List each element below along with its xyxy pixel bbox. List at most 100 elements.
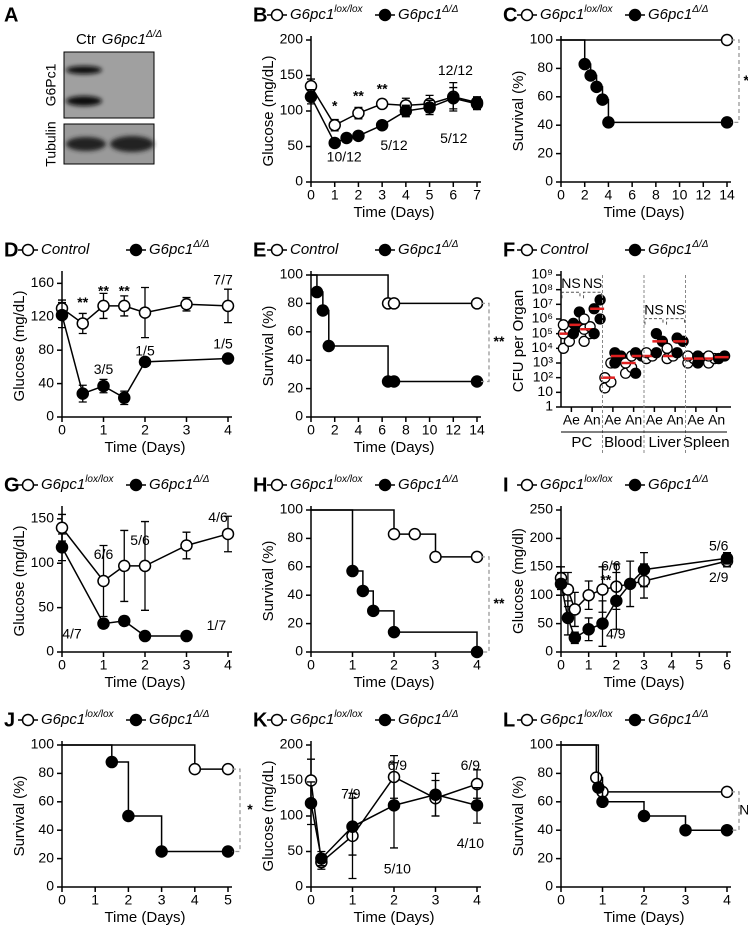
legend-marker (129, 713, 143, 727)
legend-marker (628, 478, 642, 492)
y-tick-label: 100 (31, 736, 55, 752)
y-tick-label: 100 (280, 102, 304, 118)
legend-label: G6pc1Δ/Δ (149, 474, 210, 493)
x-axis-label: Time (Days) (353, 439, 434, 456)
x-tick-label: 0 (307, 892, 315, 908)
y-tick-label: 100 (530, 736, 554, 752)
x-tick-label: 4 (473, 892, 481, 908)
marker (590, 80, 603, 94)
marker (568, 631, 582, 645)
blot-band (66, 96, 102, 106)
ns-bracket (666, 318, 686, 325)
annotation: NS (666, 301, 685, 317)
x-axis-label: Time (Days) (353, 909, 434, 926)
x-tick-label: 14 (469, 422, 485, 438)
y-tick-label: 60 (287, 323, 303, 339)
marker (596, 617, 609, 630)
series-line (311, 509, 478, 652)
dot (594, 294, 606, 306)
marker (470, 375, 484, 388)
legend-sup: Δ/Δ (192, 709, 209, 720)
panel-letter: A (4, 4, 18, 26)
row-label: G6Pc1 (43, 63, 59, 106)
x-tick-label: 3 (682, 892, 690, 908)
y-tick-label: 40 (38, 374, 54, 390)
y-tick-label: 150 (530, 558, 554, 574)
annotation: 3/5 (94, 361, 114, 377)
annotation: 5/6 (709, 538, 729, 554)
ns-bracket (583, 291, 603, 299)
dot (588, 328, 600, 340)
x-tick-label: Ae (646, 412, 663, 428)
x-tick-label: 4 (355, 422, 363, 438)
series-line (61, 527, 229, 583)
annotation: 2/9 (709, 569, 729, 585)
marker (97, 379, 110, 393)
x-tick-label: 0 (307, 422, 315, 438)
significance-bracket (731, 39, 740, 124)
x-tick-label: 8 (402, 422, 410, 438)
panel: L G6pc1lox/lox G6pc1Δ/Δ020406080100Surviva… (503, 709, 748, 926)
x-tick-label: 7 (473, 187, 481, 203)
blot-band (66, 137, 106, 151)
legend-name: G6pc1 (41, 711, 85, 728)
significance-bracket (481, 302, 490, 383)
x-tick-label: 6 (449, 187, 457, 203)
y-tick-label: 150 (280, 66, 304, 82)
legend-name: G6pc1 (149, 241, 193, 258)
panel-letter: E (253, 239, 266, 261)
dot (661, 342, 673, 354)
x-axis-label: Time (Days) (353, 674, 434, 691)
legend-sup: lox/lox (334, 4, 363, 15)
annotation: 5/6 (130, 532, 150, 548)
y-tick-label: 50 (38, 598, 54, 614)
annotation: 6/9 (388, 757, 408, 773)
y-tick-label: 0 (295, 643, 303, 659)
x-tick-label: 2 (612, 657, 620, 673)
x-tick-label: Ae (563, 412, 580, 428)
dot (578, 335, 590, 347)
y-tick-label: 60 (537, 793, 553, 809)
legend-sup: lox/lox (85, 474, 114, 485)
marker (188, 762, 202, 776)
y-axis-label: Survival (%) (260, 541, 277, 622)
x-tick-label: 2 (390, 657, 398, 673)
y-axis-label: Glucose (mg/dL) (11, 291, 28, 402)
y-tick-label: 80 (537, 59, 553, 75)
legend-label: G6pc1lox/lox (290, 4, 364, 23)
annotation: NS (644, 301, 663, 317)
x-axis-label: Time (Days) (603, 909, 684, 926)
legend-name: G6pc1 (149, 711, 193, 728)
x-tick-label: 4 (191, 892, 199, 908)
marker (637, 809, 651, 823)
marker (470, 799, 484, 812)
x-tick-label: 2 (141, 422, 149, 438)
x-axis-label: Time (Days) (603, 204, 684, 221)
blot-band (110, 136, 154, 152)
legend-marker (270, 8, 284, 22)
x-tick-label: 1 (91, 892, 99, 908)
y-tick-label: 40 (287, 351, 303, 367)
legend-name: G6pc1 (398, 476, 442, 493)
legend-sup: lox/lox (584, 474, 613, 485)
marker (138, 306, 152, 319)
marker (578, 57, 591, 71)
marker (180, 629, 193, 643)
legend-label: G6pc1Δ/Δ (648, 474, 709, 493)
significance-bracket (481, 556, 490, 653)
x-tick-label: 1 (585, 657, 593, 673)
panel-letter: G (4, 474, 20, 496)
x-tick-label: 0 (557, 892, 565, 908)
y-tick-label: 160 (31, 274, 55, 290)
y-tick-label: 20 (287, 614, 303, 630)
marker (76, 387, 89, 400)
marker (346, 820, 359, 833)
y-tick-label: 150 (280, 771, 304, 787)
x-tick-label: 6 (628, 187, 636, 203)
marker (470, 645, 484, 659)
dot (567, 317, 580, 330)
legend-sup: Δ/Δ (441, 4, 458, 15)
annotation: ** (494, 333, 505, 349)
group-label: Spleen (683, 434, 730, 451)
annotation: ** (377, 80, 388, 96)
